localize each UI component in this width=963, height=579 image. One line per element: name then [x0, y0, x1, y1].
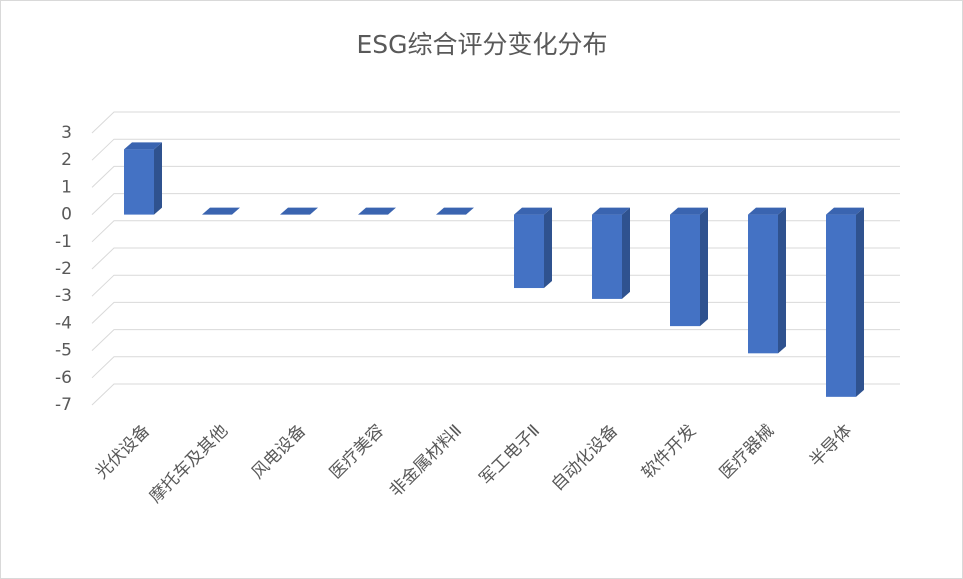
bar-top — [358, 207, 396, 215]
grid-line — [91, 301, 900, 324]
bar-side — [544, 207, 552, 289]
bar-top — [748, 207, 786, 215]
bar-side — [778, 207, 786, 354]
y-tick-label: 0 — [61, 205, 72, 225]
y-tick-label: 1 — [61, 177, 72, 197]
y-tick-label: -3 — [55, 286, 72, 306]
bar-side — [856, 207, 864, 397]
bar-side — [154, 142, 162, 215]
grid-line — [91, 329, 900, 351]
bar-top — [124, 142, 162, 150]
bar-top — [670, 207, 708, 215]
bar-top — [436, 207, 474, 215]
bar — [514, 214, 544, 289]
grid-line — [91, 383, 900, 406]
bar-top — [826, 207, 864, 215]
grid-line — [91, 165, 900, 188]
y-tick-label: 2 — [61, 150, 72, 170]
bar — [670, 214, 700, 327]
grid-line — [91, 247, 900, 270]
bar-side — [622, 207, 630, 299]
grid-line — [91, 193, 900, 215]
y-tick-label: 3 — [61, 123, 72, 143]
bar — [592, 214, 622, 299]
bar-top — [514, 207, 552, 215]
grid-line — [91, 274, 900, 297]
y-tick-label: -5 — [55, 341, 72, 361]
bar-top — [202, 207, 240, 215]
y-tick-label: -2 — [55, 259, 72, 279]
y-tick-label: -4 — [55, 313, 72, 333]
bar — [748, 214, 778, 354]
bar — [826, 214, 856, 397]
bar-top — [592, 207, 630, 215]
bar — [124, 149, 154, 215]
bar-top — [280, 207, 318, 215]
grid-line — [91, 356, 900, 379]
bar-side — [700, 207, 708, 327]
chart-title: ESG综合评分变化分布 — [356, 30, 607, 59]
y-tick-label: -7 — [55, 395, 72, 415]
grid-line — [91, 220, 900, 243]
y-tick-label: -1 — [55, 232, 72, 252]
grid-line — [91, 111, 900, 134]
y-tick-label: -6 — [55, 368, 72, 388]
grid-line — [91, 138, 900, 161]
